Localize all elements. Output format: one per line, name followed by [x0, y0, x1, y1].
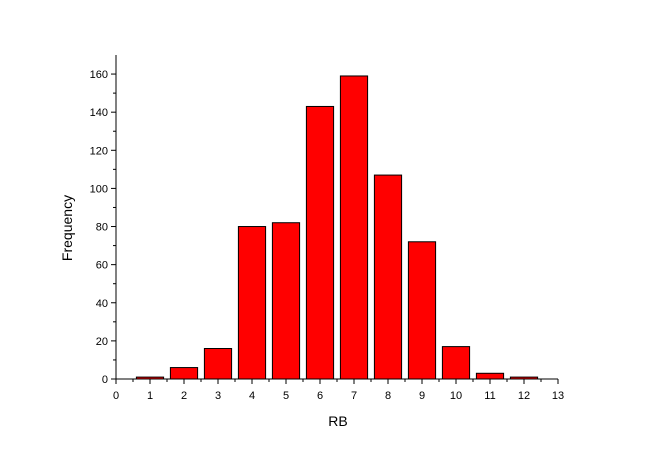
x-tick-label: 13 [552, 390, 564, 402]
bar-rb-9 [407, 241, 437, 380]
y-tick-label: 0 [102, 374, 108, 386]
y-tick-label: 40 [96, 298, 108, 310]
x-tick-label: 11 [484, 390, 495, 402]
y-axis-title: Frequency [59, 195, 75, 261]
y-tick-label: 60 [96, 260, 108, 272]
y-tick-label: 160 [90, 69, 108, 81]
bar-rb-11 [475, 372, 505, 380]
y-tick-label: 20 [96, 336, 108, 348]
x-tick-label: 9 [419, 390, 425, 402]
bar-rb-8 [373, 174, 403, 380]
x-tick-label: 10 [450, 390, 462, 402]
x-tick-label: 6 [317, 390, 323, 402]
bar-rb-2 [169, 367, 199, 380]
x-tick-label: 8 [385, 390, 391, 402]
y-tick-label: 80 [96, 222, 108, 234]
x-tick-label: 2 [181, 390, 187, 402]
y-tick-label: 100 [90, 183, 108, 195]
bar-rb-4 [237, 226, 267, 380]
bars [135, 75, 539, 380]
x-axis-title: RB [328, 413, 347, 429]
bar-rb-6 [305, 105, 335, 380]
bar-rb-5 [271, 222, 301, 380]
bar-rb-3 [203, 348, 233, 380]
x-tick-label: 0 [113, 390, 119, 402]
y-tick-label: 120 [90, 145, 108, 157]
y-tick-label: 140 [90, 107, 108, 119]
bar-rb-7 [339, 75, 369, 380]
x-tick-label: 12 [518, 390, 530, 402]
x-tick-label: 3 [215, 390, 221, 402]
x-tick-label: 7 [351, 390, 357, 402]
x-tick-label: 1 [147, 390, 153, 402]
bar-rb-10 [441, 346, 471, 380]
x-tick-label: 4 [249, 390, 255, 402]
x-tick-label: 5 [283, 390, 289, 402]
